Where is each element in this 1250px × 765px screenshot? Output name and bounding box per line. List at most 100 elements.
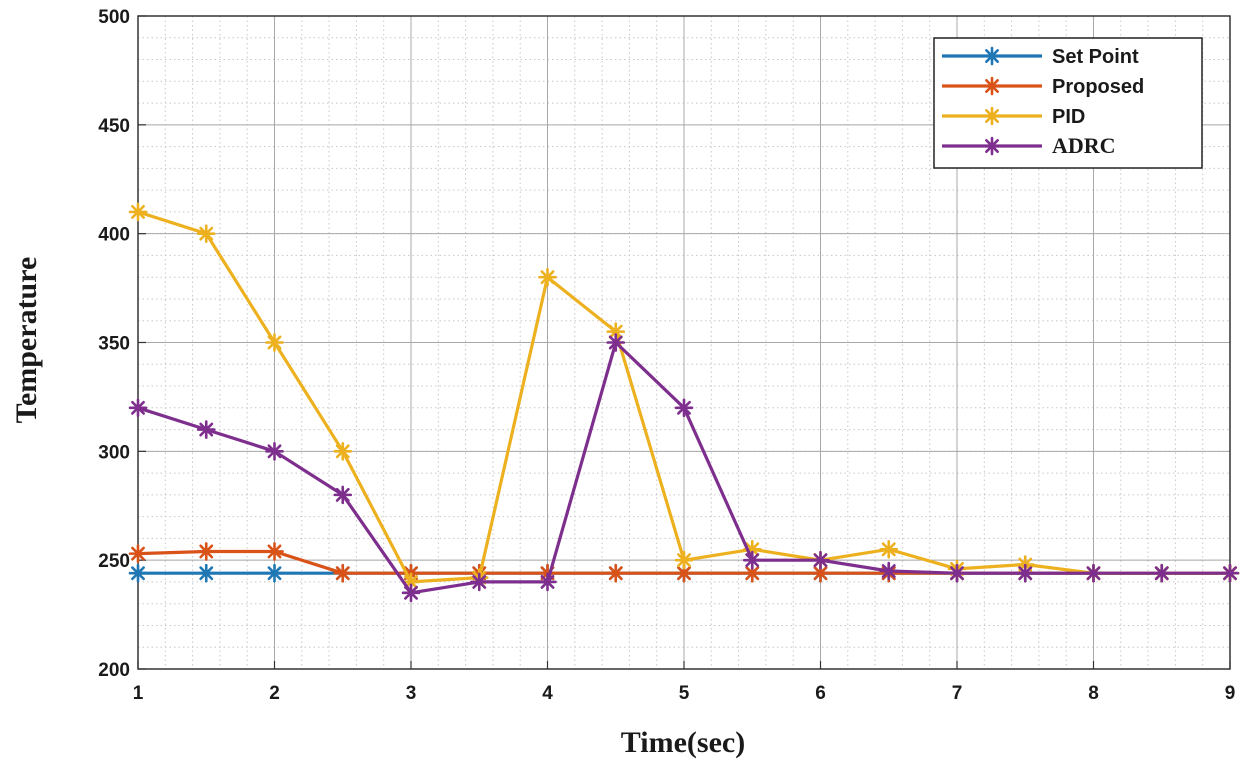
marker-stroke — [540, 574, 555, 589]
data-point — [982, 76, 1002, 96]
marker-stroke — [131, 204, 145, 219]
marker-stroke — [608, 335, 623, 350]
marker-stroke — [1018, 566, 1033, 581]
marker-stroke — [608, 324, 623, 339]
data-point — [265, 542, 284, 561]
marker-stroke — [985, 139, 999, 153]
y-tick-label: 450 — [98, 116, 130, 137]
data-point — [196, 420, 216, 439]
data-point — [128, 563, 148, 583]
marker-stroke — [1086, 566, 1101, 581]
marker-stroke — [881, 564, 896, 579]
x-tick-label: 1 — [133, 683, 144, 704]
y-tick-label: 200 — [98, 660, 130, 681]
data-point — [606, 563, 626, 583]
marker-stroke — [199, 566, 214, 581]
x-tick-label: 9 — [1225, 683, 1236, 704]
data-point — [128, 544, 148, 563]
data-point — [333, 485, 353, 505]
data-point — [333, 442, 353, 461]
marker-stroke — [881, 542, 896, 557]
marker-stroke — [199, 422, 214, 437]
data-point — [196, 563, 216, 583]
legend-label: PID — [1052, 106, 1085, 128]
x-tick-label: 7 — [952, 683, 963, 704]
y-tick-label: 400 — [98, 225, 130, 246]
marker-stroke — [745, 566, 760, 581]
marker-stroke — [335, 444, 350, 459]
marker-stroke — [985, 49, 999, 63]
data-point — [538, 267, 557, 287]
data-point — [982, 46, 1002, 66]
marker-stroke — [131, 400, 145, 415]
y-tick-label: 250 — [98, 551, 130, 572]
x-axis-ticks: 1 2 3 4 5 6 7 8 9 — [133, 661, 1236, 704]
data-point — [128, 202, 148, 222]
x-tick-label: 6 — [815, 683, 826, 704]
marker-stroke — [813, 553, 828, 568]
data-point — [606, 333, 626, 352]
marker-stroke — [677, 566, 691, 581]
data-point — [401, 583, 421, 603]
legend-item-set-point: Set Point — [942, 46, 1139, 68]
data-point — [982, 106, 1002, 126]
marker-stroke — [199, 544, 214, 559]
marker-stroke — [677, 553, 691, 568]
x-tick-label: 3 — [406, 683, 417, 704]
marker-stroke — [199, 226, 214, 241]
series-adrc — [128, 333, 1240, 603]
y-tick-label: 350 — [98, 334, 130, 355]
marker-stroke — [267, 544, 282, 559]
marker-stroke — [745, 553, 760, 568]
legend-item-adrc: ADRC — [942, 133, 1116, 158]
marker-stroke — [472, 574, 487, 589]
data-point — [333, 563, 353, 583]
x-tick-label: 2 — [269, 683, 280, 704]
legend: Set Point Proposed PID ADRC — [933, 37, 1203, 169]
data-point — [469, 572, 489, 592]
data-point — [742, 550, 762, 570]
marker-stroke — [540, 270, 555, 285]
x-tick-label: 4 — [542, 683, 553, 704]
marker-stroke — [813, 566, 828, 581]
marker-stroke — [131, 566, 145, 581]
data-point — [1152, 563, 1172, 583]
data-point — [196, 542, 216, 561]
data-point — [265, 333, 284, 352]
data-point — [947, 563, 967, 583]
marker-stroke — [1154, 566, 1169, 581]
marker-stroke — [608, 566, 623, 581]
y-tick-label: 500 — [98, 7, 130, 28]
data-point — [674, 550, 694, 570]
data-point — [538, 572, 557, 592]
marker-stroke — [985, 79, 999, 93]
marker-stroke — [335, 487, 350, 502]
marker-stroke — [950, 566, 964, 581]
marker-stroke — [267, 566, 282, 581]
marker-stroke — [267, 335, 282, 350]
data-point — [128, 398, 148, 418]
y-tick-label: 300 — [98, 442, 130, 463]
data-point — [196, 224, 216, 243]
x-tick-label: 8 — [1088, 683, 1099, 704]
marker-stroke — [404, 585, 418, 600]
data-point — [982, 136, 1002, 156]
data-point — [674, 398, 694, 418]
data-point — [1220, 563, 1240, 583]
legend-item-pid: PID — [942, 106, 1085, 128]
x-tick-label: 5 — [679, 683, 690, 704]
legend-label: ADRC — [1052, 133, 1116, 158]
data-point — [1084, 563, 1103, 583]
series-layer — [128, 202, 1240, 603]
y-axis-title: Temperature — [10, 257, 43, 424]
data-point — [265, 563, 284, 583]
data-point — [1015, 563, 1035, 583]
marker-stroke — [1223, 566, 1237, 581]
legend-label: Set Point — [1052, 46, 1139, 68]
marker-stroke — [131, 546, 145, 561]
marker-stroke — [985, 109, 999, 123]
y-axis-ticks: 200 250 300 350 400 450 500 — [98, 7, 146, 681]
legend-label: Proposed — [1052, 76, 1144, 98]
data-point — [265, 442, 284, 461]
legend-item-proposed: Proposed — [942, 76, 1144, 98]
